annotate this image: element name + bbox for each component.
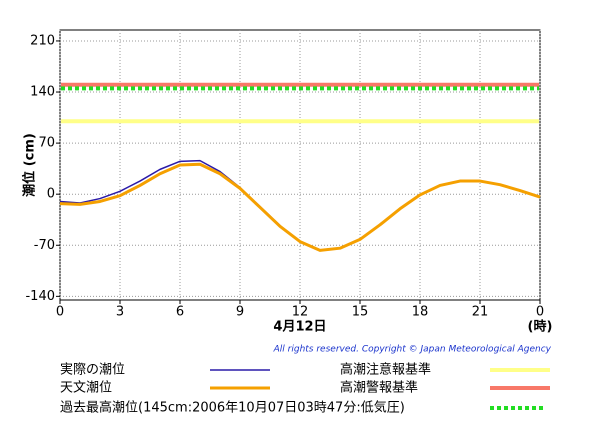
legend-label: 高潮警報基準 bbox=[340, 380, 418, 396]
legend-label: 高潮注意報基準 bbox=[340, 362, 431, 378]
y-tick-label: 210 bbox=[30, 33, 55, 48]
y-tick-label: 0 bbox=[47, 187, 55, 202]
legend-label: 天文潮位 bbox=[60, 381, 112, 396]
x-tick-label: 12 bbox=[292, 305, 309, 320]
y-axis-label: 潮位 (cm) bbox=[22, 133, 38, 197]
legend-label: 過去最高潮位(145cm:2006年10月07日03時47分:低気圧) bbox=[60, 400, 405, 416]
x-tick-label: 3 bbox=[116, 305, 124, 320]
series-line bbox=[59, 162, 541, 252]
y-tick-label: 70 bbox=[38, 136, 55, 151]
x-axis-label: 4月12日 bbox=[273, 320, 326, 335]
copyright: All rights reserved. Copyright © Japan M… bbox=[273, 345, 552, 355]
x-unit: (時) bbox=[528, 319, 553, 335]
x-tick-label: 6 bbox=[176, 305, 184, 320]
x-tick-label: 18 bbox=[412, 305, 429, 320]
legend-label: 実際の潮位 bbox=[60, 362, 125, 378]
y-tick-label: 140 bbox=[30, 85, 55, 100]
x-tick-label: 0 bbox=[536, 305, 544, 320]
y-tick-label: -140 bbox=[25, 289, 55, 304]
y-tick-label: -70 bbox=[34, 238, 55, 253]
x-tick-label: 21 bbox=[472, 305, 489, 320]
x-tick-label: 0 bbox=[56, 305, 64, 320]
x-tick-label: 15 bbox=[352, 305, 369, 320]
x-tick-label: 9 bbox=[236, 305, 244, 320]
